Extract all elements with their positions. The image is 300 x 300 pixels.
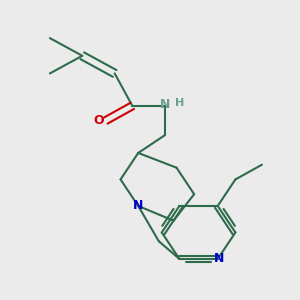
Text: H: H [175,98,184,108]
Text: N: N [133,200,143,212]
Text: N: N [214,252,224,266]
Text: O: O [93,114,104,127]
Text: N: N [160,98,170,111]
